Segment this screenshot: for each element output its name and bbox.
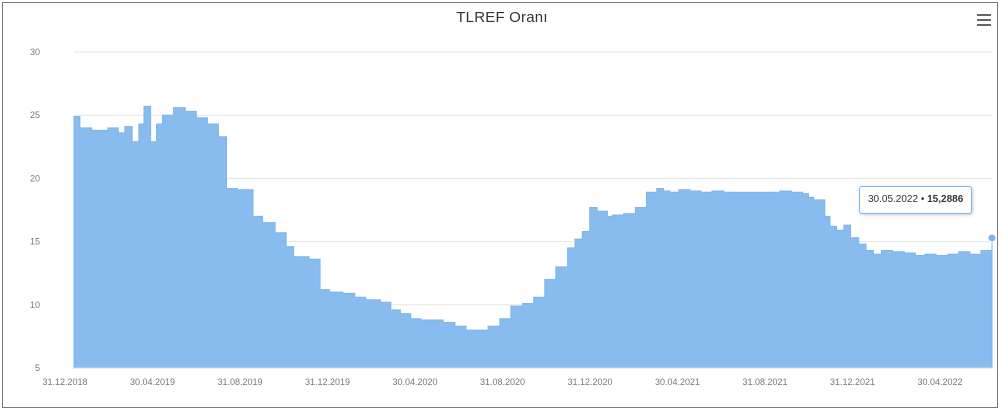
x-tick-label: 31.12.2021 bbox=[830, 377, 875, 387]
chart-title: TLREF Oranı bbox=[456, 9, 548, 26]
tooltip: 30.05.2022 • 15,2886 bbox=[859, 186, 973, 214]
x-tick-label: 30.04.2020 bbox=[392, 377, 437, 387]
x-tick-label: 30.04.2019 bbox=[130, 377, 175, 387]
chart-menu-icon[interactable] bbox=[977, 14, 991, 26]
x-tick-label: 31.12.2020 bbox=[567, 377, 612, 387]
y-tick-label: 5 bbox=[35, 363, 40, 373]
tooltip-date: 30.05.2022 bbox=[868, 194, 919, 205]
x-tick-label: 30.04.2022 bbox=[917, 377, 962, 387]
y-tick-label: 30 bbox=[30, 47, 40, 57]
hover-point-marker bbox=[987, 233, 997, 243]
tooltip-separator: • bbox=[918, 194, 928, 205]
x-tick-label: 31.12.2018 bbox=[42, 377, 87, 387]
x-tick-label: 30.04.2021 bbox=[655, 377, 700, 387]
series-area bbox=[73, 105, 993, 369]
y-tick-label: 15 bbox=[30, 237, 40, 247]
x-tick-label: 31.12.2019 bbox=[305, 377, 350, 387]
y-tick-label: 20 bbox=[30, 173, 40, 183]
y-axis-ticks: 5 10 15 20 25 30 bbox=[30, 47, 40, 373]
y-tick-label: 10 bbox=[30, 300, 40, 310]
x-tick-label: 31.08.2019 bbox=[217, 377, 262, 387]
x-tick-label: 31.08.2021 bbox=[742, 377, 787, 387]
x-axis-ticks: 31.12.2018 30.04.2019 31.08.2019 31.12.2019… bbox=[42, 377, 962, 387]
y-tick-label: 25 bbox=[30, 110, 40, 120]
x-tick-label: 31.08.2020 bbox=[480, 377, 525, 387]
tooltip-value: 15,2886 bbox=[927, 194, 964, 205]
